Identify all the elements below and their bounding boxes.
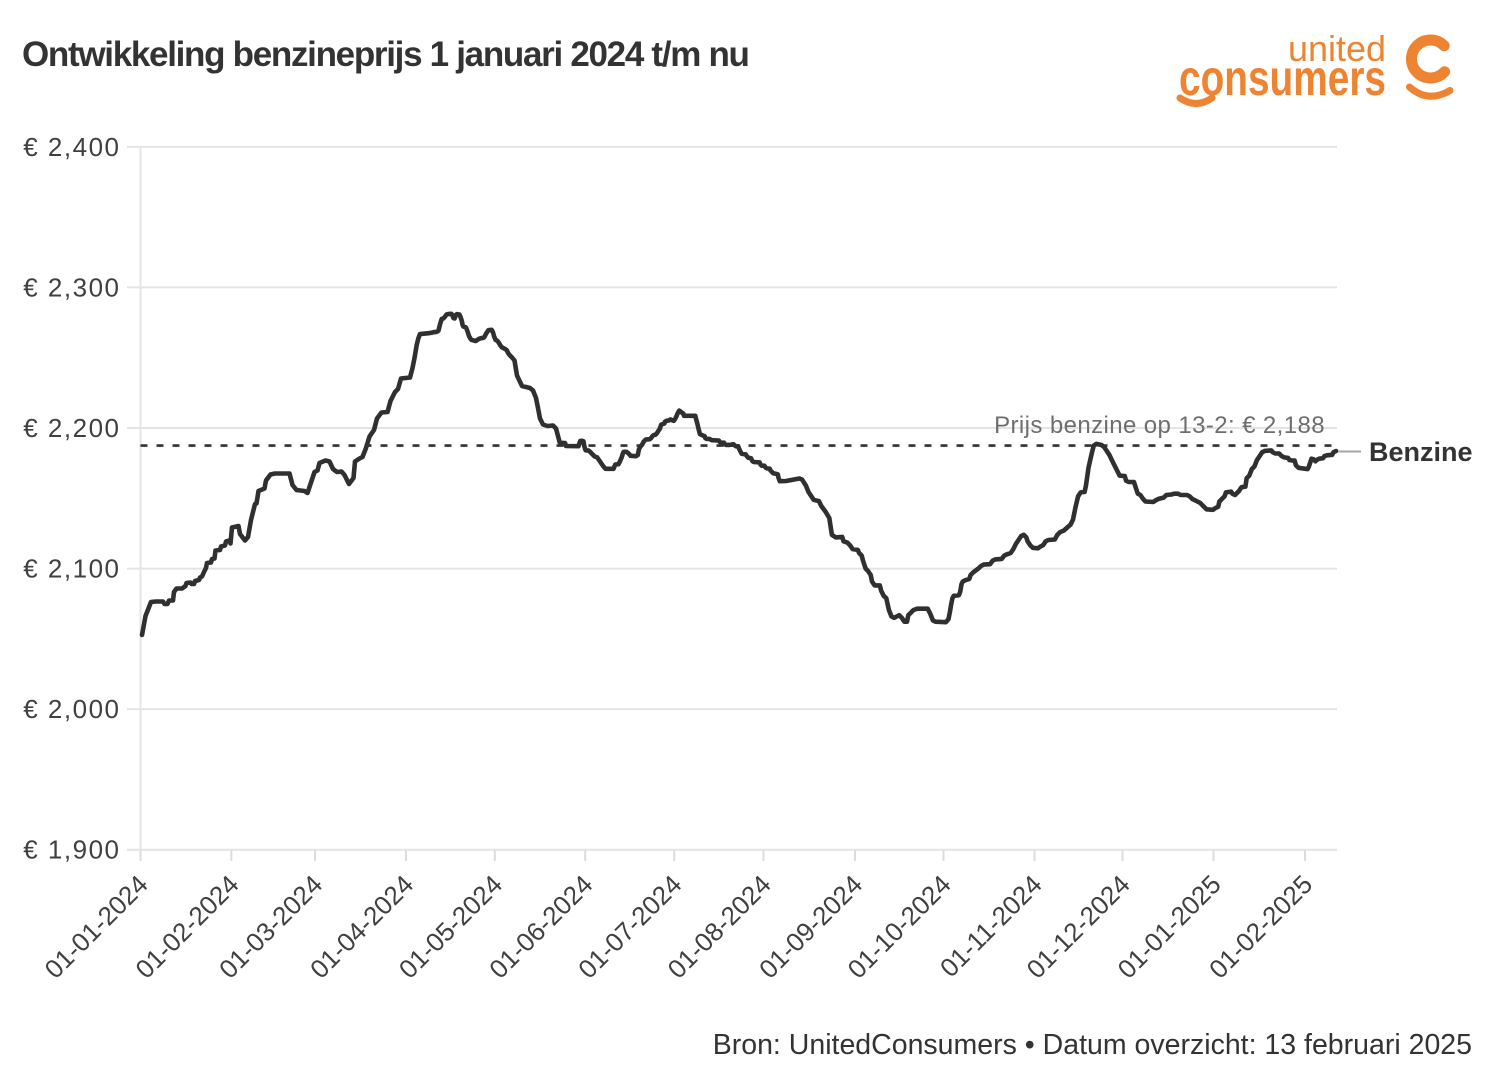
svg-text:€ 2,000: € 2,000	[23, 694, 120, 724]
svg-text:€ 2,100: € 2,100	[23, 554, 120, 584]
svg-text:Prijs benzine op 13-2: € 2,188: Prijs benzine op 13-2: € 2,188	[994, 412, 1325, 439]
svg-text:€ 2,300: € 2,300	[23, 272, 120, 302]
svg-text:€ 2,200: € 2,200	[23, 413, 120, 443]
svg-text:united: united	[1288, 28, 1386, 69]
svg-text:€ 2,400: € 2,400	[23, 132, 120, 162]
svg-text:Benzine: Benzine	[1369, 437, 1473, 467]
svg-text:€ 1,900: € 1,900	[23, 835, 120, 865]
svg-text:Ontwikkeling benzineprijs 1 ja: Ontwikkeling benzineprijs 1 januari 2024…	[22, 35, 749, 74]
svg-text:Bron: UnitedConsumers • Datum: Bron: UnitedConsumers • Datum overzicht:…	[713, 1029, 1472, 1061]
